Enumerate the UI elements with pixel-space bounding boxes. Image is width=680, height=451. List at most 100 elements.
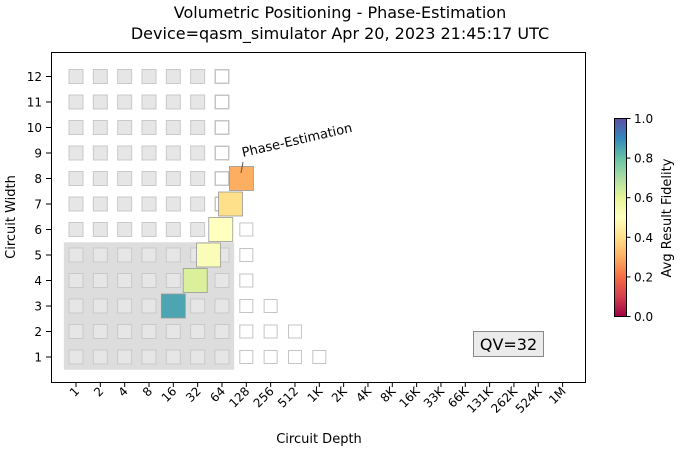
x-tick-label: 262K <box>488 383 520 415</box>
background-cell <box>68 298 84 314</box>
background-cell <box>190 171 206 186</box>
background-cell <box>141 145 157 161</box>
y-axis-label: Circuit Width <box>4 175 19 259</box>
background-cell <box>92 171 108 186</box>
background-cell <box>214 324 230 339</box>
outline-cell <box>239 273 254 288</box>
outline-cell <box>239 222 254 237</box>
y-tick-label: 3 <box>34 300 42 314</box>
colorbar-label: Avg Result Fidelity <box>660 158 675 277</box>
colorbar-tick-label: 0.2 <box>634 270 653 284</box>
background-cell <box>141 120 157 135</box>
background-cell <box>117 247 133 263</box>
x-tick-label: 512 <box>275 384 301 410</box>
background-cell <box>165 273 181 288</box>
outline-cell <box>263 299 278 313</box>
x-tick-label: 524K <box>513 383 545 415</box>
background-cell <box>117 120 133 135</box>
x-tick-label: 1 <box>67 384 82 399</box>
phase-annotation: Phase-Estimation <box>240 121 354 174</box>
background-cell <box>92 222 108 237</box>
qv-badge-box <box>473 331 544 357</box>
background-cell <box>92 247 108 263</box>
background-cell <box>68 324 84 339</box>
x-tick-label: 256 <box>251 384 277 410</box>
annotation-text: Phase-Estimation <box>241 121 354 161</box>
y-tick-label: 5 <box>34 249 42 263</box>
outline-cell <box>263 324 278 339</box>
outline-cell <box>239 350 254 364</box>
background-cell <box>68 94 84 110</box>
y-tick-label: 9 <box>34 147 42 161</box>
background-cell <box>190 324 206 339</box>
outline-cell <box>239 248 254 262</box>
colorbar-tick-label: 0.8 <box>634 152 653 166</box>
result-square <box>196 242 221 268</box>
y-tick-label: 11 <box>27 96 42 110</box>
background-cell <box>165 120 181 135</box>
result-square <box>182 268 208 293</box>
y-tick-label: 7 <box>34 198 42 212</box>
background-cell <box>92 349 108 365</box>
background-cell <box>141 273 157 288</box>
background-cell <box>117 69 133 84</box>
outline-cell <box>214 95 229 109</box>
background-cell <box>141 171 157 186</box>
background-cell <box>92 94 108 110</box>
background-cell <box>68 247 84 263</box>
x-tick-label: 2K <box>329 383 351 405</box>
result-square <box>208 217 234 242</box>
background-cell <box>141 222 157 237</box>
background-cell <box>92 298 108 314</box>
background-cell <box>165 324 181 339</box>
background-cell <box>141 298 157 314</box>
background-cell <box>117 349 133 365</box>
y-tick-label: 1 <box>34 351 42 365</box>
background-cell <box>92 145 108 161</box>
y-tick-label: 2 <box>34 325 42 339</box>
qv-label: QV=32 <box>480 335 537 354</box>
x-axis-label: Circuit Depth <box>276 432 362 447</box>
background-cell <box>141 196 157 212</box>
background-cell <box>117 145 133 161</box>
outline-cell <box>214 146 229 160</box>
background-cell <box>214 349 230 365</box>
background-cell <box>92 273 108 288</box>
background-cell <box>68 120 84 135</box>
y-tick-label: 6 <box>34 223 42 237</box>
background-cell <box>165 247 181 263</box>
background-cell <box>190 349 206 365</box>
annotation-arrow <box>240 161 244 174</box>
background-cell <box>117 298 133 314</box>
background-cell <box>117 222 133 237</box>
background-cell <box>165 94 181 110</box>
plot-area <box>63 69 327 370</box>
colorbar-tick-label: 0.0 <box>634 310 653 324</box>
x-tick-label: 32 <box>183 384 204 405</box>
x-tick-label: 8 <box>140 384 155 399</box>
background-cell <box>190 145 206 161</box>
colorbar-ticks: 0.0 0.2 0.4 0.6 0.8 1.0 <box>626 112 653 324</box>
colorbar-tick-label: 0.4 <box>634 231 653 245</box>
y-tick-label: 10 <box>27 121 42 135</box>
background-cell <box>68 273 84 288</box>
background-cell <box>141 247 157 263</box>
background-cell <box>165 145 181 161</box>
background-cell <box>117 171 133 186</box>
plot-frame <box>51 52 586 383</box>
background-cell <box>68 349 84 365</box>
outline-cell <box>214 69 229 84</box>
background-cell <box>190 196 206 212</box>
x-tick-label: 33K <box>421 383 448 410</box>
x-tick-label: 4 <box>115 384 130 399</box>
outline-cell <box>263 350 278 364</box>
colorbar-gradient <box>614 118 627 317</box>
outline-cell <box>214 171 229 186</box>
x-tick-label: 131K <box>464 383 496 415</box>
outline-cell <box>312 350 327 364</box>
background-cell <box>214 273 230 288</box>
background-cell <box>68 222 84 237</box>
